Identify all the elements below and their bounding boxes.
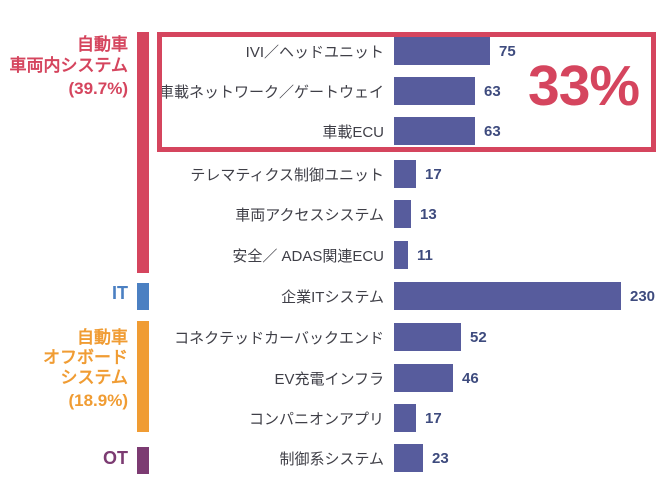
bar-label: コンパニオンアプリ [248, 410, 384, 428]
bar [394, 241, 408, 269]
bar-value: 230 [630, 287, 656, 305]
chart-row: IVI／ヘッドユニット 75 [0, 37, 669, 65]
category-label-offboard: 自動車 オフボード システム (18.9%) [43, 328, 128, 411]
category-label-line: IT [112, 283, 128, 303]
chart-row: 企業ITシステム 230 [0, 282, 669, 310]
bar-value: 63 [484, 122, 501, 140]
bar-value: 17 [425, 409, 442, 427]
category-percent: (18.9%) [68, 391, 128, 410]
chart-row: 車載ネットワーク／ゲートウェイ 63 [0, 77, 669, 105]
category-label-line: OT [103, 448, 128, 468]
bar [394, 117, 475, 145]
category-label-line: 自動車 [77, 328, 128, 347]
category-swatch-ot [137, 447, 149, 474]
category-swatch-offboard [137, 321, 149, 432]
bar-value: 11 [417, 246, 433, 264]
bar-label: コネクテッドカーバックエンド [174, 329, 384, 347]
bar-label: テレマティクス制御ユニット [190, 166, 384, 184]
bar-value: 17 [425, 165, 442, 183]
chart-row: 車両アクセスシステム 13 [0, 200, 669, 228]
bar-label: 制御系システム [279, 450, 384, 468]
bar-value: 23 [432, 449, 449, 467]
bar [394, 404, 416, 432]
category-label-line: オフボード [43, 348, 128, 367]
chart-row: コネクテッドカーバックエンド 52 [0, 323, 669, 351]
chart-row: 車載ECU 63 [0, 117, 669, 145]
chart-row: テレマティクス制御ユニット 17 [0, 160, 669, 188]
category-label-in-vehicle: 自動車 車両内システム (39.7%) [10, 34, 129, 99]
bar [394, 77, 475, 105]
bar-label: 安全／ ADAS関連ECU [232, 247, 384, 265]
bar-label: 車載ネットワーク／ゲートウェイ [158, 83, 384, 101]
bar-label: IVI／ヘッドユニット [245, 43, 384, 61]
bar [394, 282, 621, 310]
chart-row: 制御系システム 23 [0, 444, 669, 472]
bar [394, 444, 423, 472]
bar-value: 63 [484, 82, 501, 100]
category-label-it: IT [112, 283, 128, 303]
bar [394, 37, 490, 65]
bar-label: EV充電インフラ [274, 370, 384, 388]
chart-row: EV充電インフラ 46 [0, 364, 669, 392]
bar [394, 364, 453, 392]
category-percent: (39.7%) [68, 79, 128, 98]
category-swatch-it [137, 283, 149, 310]
bar [394, 323, 461, 351]
category-label-line: 車両内システム [9, 56, 129, 75]
category-label-ot: OT [103, 448, 128, 468]
bar-value: 13 [420, 205, 437, 223]
bar-value: 52 [470, 328, 487, 346]
chart-row: コンパニオンアプリ 17 [0, 404, 669, 432]
category-label-line: 自動車 [77, 35, 128, 54]
bar [394, 200, 411, 228]
highlight-percentage: 33% [528, 54, 640, 118]
bar-value: 46 [462, 369, 479, 387]
bar-label: 車両アクセスシステム [235, 206, 384, 224]
category-swatch-in-vehicle [137, 32, 149, 273]
bar-value: 75 [499, 42, 516, 60]
bar [394, 160, 416, 188]
bar-label: 企業ITシステム [281, 288, 384, 306]
category-label-line: システム [60, 368, 129, 387]
chart-row: 安全／ ADAS関連ECU 11 [0, 241, 669, 269]
bar-label: 車載ECU [322, 123, 384, 141]
